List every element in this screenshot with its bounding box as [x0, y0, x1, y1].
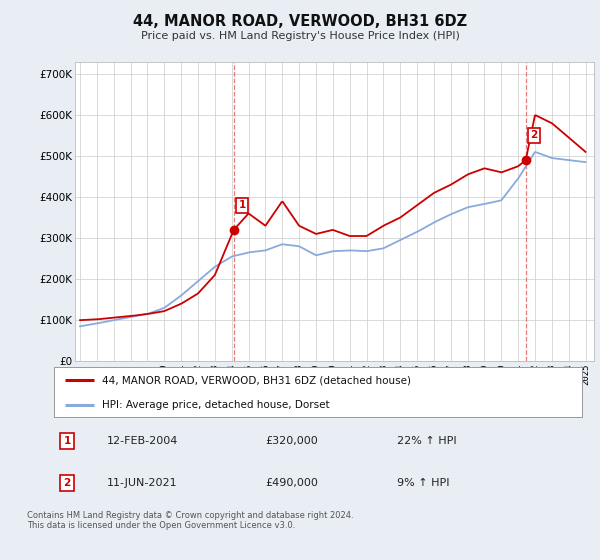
Text: 2: 2	[64, 478, 71, 488]
Text: 1: 1	[64, 436, 71, 446]
Text: £490,000: £490,000	[265, 478, 318, 488]
Text: 2: 2	[530, 130, 538, 141]
Text: Price paid vs. HM Land Registry's House Price Index (HPI): Price paid vs. HM Land Registry's House …	[140, 31, 460, 41]
Text: 9% ↑ HPI: 9% ↑ HPI	[397, 478, 450, 488]
Text: 1: 1	[239, 200, 246, 210]
Text: 44, MANOR ROAD, VERWOOD, BH31 6DZ (detached house): 44, MANOR ROAD, VERWOOD, BH31 6DZ (detac…	[101, 375, 410, 385]
Text: 11-JUN-2021: 11-JUN-2021	[107, 478, 178, 488]
Text: £320,000: £320,000	[265, 436, 318, 446]
Text: 22% ↑ HPI: 22% ↑ HPI	[397, 436, 457, 446]
Text: 44, MANOR ROAD, VERWOOD, BH31 6DZ: 44, MANOR ROAD, VERWOOD, BH31 6DZ	[133, 14, 467, 29]
Text: Contains HM Land Registry data © Crown copyright and database right 2024.
This d: Contains HM Land Registry data © Crown c…	[27, 511, 353, 530]
Text: HPI: Average price, detached house, Dorset: HPI: Average price, detached house, Dors…	[101, 400, 329, 409]
Text: 12-FEB-2004: 12-FEB-2004	[107, 436, 178, 446]
